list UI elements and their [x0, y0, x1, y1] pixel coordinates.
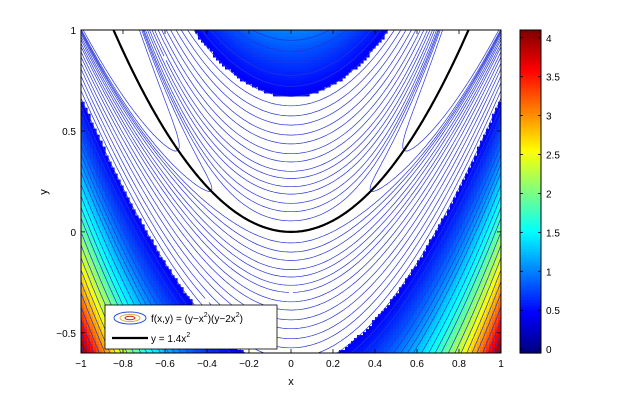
colorbar-tick-label: 1.5	[546, 228, 560, 239]
legend-label-curve-sup: 2	[186, 332, 190, 339]
x-tick-label: 0.4	[368, 359, 382, 370]
colorbar-tick-label: 3	[546, 112, 552, 123]
y-tick-label: −0.5	[56, 329, 76, 340]
y-tick-label: 1	[70, 26, 76, 37]
y-tick-label: 0	[70, 228, 76, 239]
x-tick-label: −0.6	[155, 359, 175, 370]
legend: f(x,y) = (y−x2)(y−2x2) y = 1.4x2	[105, 305, 277, 349]
legend-label-function: f(x,y) = (y−x2)(y−2x2)	[151, 312, 243, 325]
x-tick-label: 0	[288, 359, 294, 370]
legend-label-function-part: )(y−2x	[208, 314, 236, 325]
colorbar-tick-label: 0.5	[546, 306, 560, 317]
colorbar-tick-label: 1	[546, 267, 552, 278]
x-tick-label: −0.4	[197, 359, 217, 370]
x-tick-label: −0.2	[239, 359, 259, 370]
x-tick-label: 0.8	[452, 359, 466, 370]
legend-label-curve: y = 1.4x2	[151, 332, 190, 345]
x-tick-label: 0.6	[410, 359, 424, 370]
x-axis-label: x	[288, 376, 294, 388]
x-tick-label: 1	[498, 359, 504, 370]
colorbar: 0 0.5 1 1.5 2 2.5 3 3.5 4	[520, 30, 560, 356]
colorbar-tick-label: 3.5	[546, 73, 560, 84]
colorbar-tick-label: 2	[546, 189, 552, 200]
y-axis-label: y	[38, 189, 50, 195]
colorbar-tick-label: 4	[546, 34, 552, 45]
legend-label-function-part: f(x,y) = (y−x	[151, 314, 204, 325]
y-tick-label: 0.5	[62, 127, 76, 138]
x-tick-label: 0.2	[326, 359, 340, 370]
x-tick-label: −1	[75, 359, 87, 370]
legend-label-curve-part: y = 1.4x	[151, 334, 186, 345]
colorbar-tick-label: 2.5	[546, 151, 560, 162]
legend-label-function-part: )	[240, 314, 243, 325]
colorbar-gradient	[520, 30, 541, 354]
colorbar-tick-label: 0	[546, 345, 552, 356]
x-tick-label: −0.8	[113, 359, 133, 370]
